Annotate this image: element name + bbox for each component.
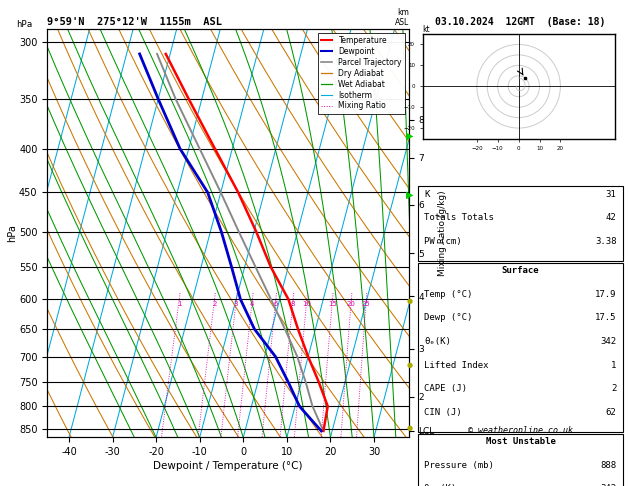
Text: 62: 62 bbox=[606, 408, 616, 417]
Text: 17.5: 17.5 bbox=[595, 313, 616, 322]
Text: 25: 25 bbox=[362, 301, 370, 307]
Text: 20: 20 bbox=[347, 301, 355, 307]
Dewpoint bbox=[228, 264, 235, 270]
Parcel Trajectory bbox=[309, 403, 316, 409]
Text: ●: ● bbox=[406, 425, 413, 431]
Parcel Trajectory bbox=[252, 264, 259, 270]
Text: 03.10.2024  12GMT  (Base: 18): 03.10.2024 12GMT (Base: 18) bbox=[435, 17, 605, 27]
Bar bbox=[418, 434, 623, 486]
Text: PW (cm): PW (cm) bbox=[425, 237, 462, 246]
Dewpoint bbox=[296, 403, 303, 409]
Temperature bbox=[185, 96, 192, 102]
Temperature bbox=[252, 228, 260, 234]
Temperature bbox=[285, 296, 292, 302]
Dewpoint bbox=[155, 96, 162, 102]
Text: θₑ(K): θₑ(K) bbox=[425, 337, 451, 346]
Text: 9°59'N  275°12'W  1155m  ASL: 9°59'N 275°12'W 1155m ASL bbox=[47, 17, 222, 27]
Text: Temp (°C): Temp (°C) bbox=[425, 290, 473, 298]
Text: Pressure (mb): Pressure (mb) bbox=[425, 461, 494, 469]
Text: 3: 3 bbox=[234, 301, 238, 307]
Dewpoint bbox=[250, 326, 258, 332]
Text: 2: 2 bbox=[611, 384, 616, 393]
Line: Temperature: Temperature bbox=[166, 54, 328, 431]
Text: © weatheronline.co.uk: © weatheronline.co.uk bbox=[468, 426, 573, 435]
Text: kt: kt bbox=[423, 25, 430, 34]
Text: Totals Totals: Totals Totals bbox=[425, 213, 494, 222]
Temperature bbox=[294, 326, 302, 332]
Bar bbox=[418, 186, 623, 260]
Dewpoint bbox=[272, 354, 279, 360]
Parcel Trajectory bbox=[153, 51, 161, 57]
Text: Lifted Index: Lifted Index bbox=[425, 361, 489, 370]
Dewpoint bbox=[218, 228, 225, 234]
Temperature bbox=[211, 146, 219, 152]
Text: km
ASL: km ASL bbox=[394, 8, 409, 27]
Line: Dewpoint: Dewpoint bbox=[140, 54, 321, 431]
Text: Most Unstable: Most Unstable bbox=[486, 437, 555, 446]
Parcel Trajectory bbox=[217, 190, 225, 195]
Parcel Trajectory bbox=[294, 354, 301, 360]
Legend: Temperature, Dewpoint, Parcel Trajectory, Dry Adiabat, Wet Adiabat, Isotherm, Mi: Temperature, Dewpoint, Parcel Trajectory… bbox=[318, 33, 405, 114]
Text: 15: 15 bbox=[328, 301, 337, 307]
Text: 342: 342 bbox=[601, 485, 616, 486]
Parcel Trajectory bbox=[320, 428, 327, 434]
Text: 42: 42 bbox=[606, 213, 616, 222]
Text: hPa: hPa bbox=[16, 20, 33, 29]
Text: 4: 4 bbox=[250, 301, 254, 307]
Text: 31: 31 bbox=[606, 190, 616, 199]
Dewpoint bbox=[176, 146, 184, 152]
Y-axis label: Mixing Ratio (g/kg): Mixing Ratio (g/kg) bbox=[438, 191, 447, 276]
Text: ▶: ▶ bbox=[406, 131, 413, 141]
Text: 342: 342 bbox=[601, 337, 616, 346]
Text: ●: ● bbox=[406, 298, 413, 304]
Bar bbox=[418, 262, 623, 432]
Text: 8: 8 bbox=[291, 301, 295, 307]
Text: 1: 1 bbox=[611, 361, 616, 370]
Parcel Trajectory bbox=[196, 146, 203, 152]
Y-axis label: hPa: hPa bbox=[8, 225, 18, 242]
Text: θₑ (K): θₑ (K) bbox=[425, 485, 457, 486]
Text: CIN (J): CIN (J) bbox=[425, 408, 462, 417]
Text: 17.9: 17.9 bbox=[595, 290, 616, 298]
Temperature bbox=[267, 264, 275, 270]
Dewpoint bbox=[237, 296, 244, 302]
Text: 1: 1 bbox=[177, 301, 181, 307]
X-axis label: Dewpoint / Temperature (°C): Dewpoint / Temperature (°C) bbox=[153, 461, 303, 471]
Parcel Trajectory bbox=[235, 228, 243, 234]
Text: ▶: ▶ bbox=[406, 190, 413, 199]
Text: K: K bbox=[425, 190, 430, 199]
Text: 3.38: 3.38 bbox=[595, 237, 616, 246]
Text: Surface: Surface bbox=[502, 266, 539, 275]
Dewpoint bbox=[136, 51, 143, 57]
Parcel Trajectory bbox=[302, 380, 309, 385]
Temperature bbox=[324, 403, 331, 409]
Dewpoint bbox=[284, 380, 292, 385]
Text: 2: 2 bbox=[212, 301, 216, 307]
Text: Dewp (°C): Dewp (°C) bbox=[425, 313, 473, 322]
Temperature bbox=[320, 428, 327, 434]
Temperature bbox=[162, 51, 170, 57]
Line: Parcel Trajectory: Parcel Trajectory bbox=[157, 54, 323, 431]
Text: CAPE (J): CAPE (J) bbox=[425, 384, 467, 393]
Temperature bbox=[304, 354, 312, 360]
Parcel Trajectory bbox=[281, 326, 289, 332]
Temperature bbox=[235, 190, 242, 195]
Parcel Trajectory bbox=[172, 96, 179, 102]
Text: 888: 888 bbox=[601, 461, 616, 469]
Text: 6: 6 bbox=[274, 301, 278, 307]
Parcel Trajectory bbox=[267, 296, 275, 302]
Text: 10: 10 bbox=[302, 301, 311, 307]
Text: ●: ● bbox=[406, 362, 413, 367]
Dewpoint bbox=[318, 428, 325, 434]
Temperature bbox=[315, 380, 323, 385]
Dewpoint bbox=[204, 190, 211, 195]
